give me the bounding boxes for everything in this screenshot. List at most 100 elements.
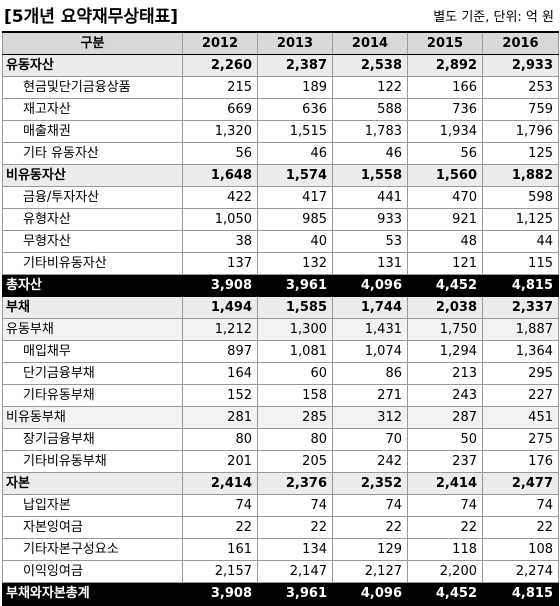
value-cell: 74 bbox=[482, 494, 559, 517]
value-cell: 1,494 bbox=[182, 296, 258, 319]
value-cell: 3,961 bbox=[257, 582, 333, 606]
table-row: 유동자산 2,260 2,387 2,538 2,892 2,933 bbox=[2, 54, 559, 77]
value-cell: 1,585 bbox=[257, 296, 333, 319]
value-cell: 1,783 bbox=[332, 120, 408, 143]
value-cell: 46 bbox=[257, 142, 333, 165]
value-cell: 933 bbox=[332, 208, 408, 231]
value-cell: 1,212 bbox=[182, 318, 258, 341]
table-row: 기타비유동자산 137 132 131 121 115 bbox=[2, 252, 559, 275]
value-cell: 80 bbox=[257, 428, 333, 451]
value-cell: 227 bbox=[482, 384, 559, 407]
value-cell: 1,744 bbox=[332, 296, 408, 319]
value-cell: 451 bbox=[482, 406, 559, 429]
row-label: 무형자산 bbox=[2, 230, 183, 253]
table-row: 기타유동부채 152 158 271 243 227 bbox=[2, 384, 559, 407]
value-cell: 1,558 bbox=[332, 164, 408, 187]
value-cell: 115 bbox=[482, 252, 559, 275]
table-title: [5개년 요약재무상태표] bbox=[4, 7, 179, 27]
value-cell: 2,477 bbox=[482, 472, 559, 495]
value-cell: 1,320 bbox=[182, 120, 258, 143]
value-cell: 22 bbox=[182, 516, 258, 539]
table-row: 기타 유동자산 56 46 46 56 125 bbox=[2, 142, 559, 165]
table-row: 금융/투자자산 422 417 441 470 598 bbox=[2, 186, 559, 209]
row-label: 비유동부채 bbox=[2, 406, 183, 429]
value-cell: 1,050 bbox=[182, 208, 258, 231]
value-cell: 118 bbox=[407, 538, 483, 561]
row-label: 기타비유동자산 bbox=[2, 252, 183, 275]
table-row: 장기금융부채 80 80 70 50 275 bbox=[2, 428, 559, 451]
value-cell: 74 bbox=[182, 494, 258, 517]
value-cell: 598 bbox=[482, 186, 559, 209]
value-cell: 166 bbox=[407, 76, 483, 99]
value-cell: 2,200 bbox=[407, 560, 483, 583]
value-cell: 759 bbox=[482, 98, 559, 121]
value-cell: 121 bbox=[407, 252, 483, 275]
value-cell: 417 bbox=[257, 186, 333, 209]
value-cell: 74 bbox=[332, 494, 408, 517]
value-cell: 1,934 bbox=[407, 120, 483, 143]
value-cell: 2,038 bbox=[407, 296, 483, 319]
table-row: 유형자산 1,050 985 933 921 1,125 bbox=[2, 208, 559, 231]
value-cell: 441 bbox=[332, 186, 408, 209]
row-label: 매출채권 bbox=[2, 120, 183, 143]
value-cell: 1,074 bbox=[332, 340, 408, 363]
row-label: 매입채무 bbox=[2, 340, 183, 363]
value-cell: 636 bbox=[257, 98, 333, 121]
row-label: 기타자본구성요소 bbox=[2, 538, 183, 561]
value-cell: 22 bbox=[407, 516, 483, 539]
value-cell: 271 bbox=[332, 384, 408, 407]
value-cell: 129 bbox=[332, 538, 408, 561]
value-cell: 38 bbox=[182, 230, 258, 253]
value-cell: 588 bbox=[332, 98, 408, 121]
value-cell: 4,452 bbox=[407, 582, 483, 606]
column-header-label: 구분 bbox=[2, 31, 183, 55]
value-cell: 80 bbox=[182, 428, 258, 451]
value-cell: 287 bbox=[407, 406, 483, 429]
value-cell: 22 bbox=[482, 516, 559, 539]
value-cell: 108 bbox=[482, 538, 559, 561]
value-cell: 2,414 bbox=[407, 472, 483, 495]
value-cell: 2,274 bbox=[482, 560, 559, 583]
value-cell: 56 bbox=[407, 142, 483, 165]
value-cell: 205 bbox=[257, 450, 333, 473]
value-cell: 237 bbox=[407, 450, 483, 473]
table-row: 부채와자본총계 3,908 3,961 4,096 4,452 4,815 bbox=[2, 582, 559, 606]
value-cell: 132 bbox=[257, 252, 333, 275]
row-label: 부채와자본총계 bbox=[2, 582, 183, 606]
row-label: 재고자산 bbox=[2, 98, 183, 121]
column-header-2016: 2016 bbox=[482, 31, 559, 55]
value-cell: 44 bbox=[482, 230, 559, 253]
table-row: 재고자산 669 636 588 736 759 bbox=[2, 98, 559, 121]
value-cell: 285 bbox=[257, 406, 333, 429]
value-cell: 2,892 bbox=[407, 54, 483, 77]
table-row: 자본 2,414 2,376 2,352 2,414 2,477 bbox=[2, 472, 559, 495]
value-cell: 131 bbox=[332, 252, 408, 275]
row-label: 납입자본 bbox=[2, 494, 183, 517]
row-label: 기타비유동부채 bbox=[2, 450, 183, 473]
value-cell: 40 bbox=[257, 230, 333, 253]
row-label: 장기금융부채 bbox=[2, 428, 183, 451]
row-label: 총자산 bbox=[2, 274, 183, 297]
value-cell: 22 bbox=[257, 516, 333, 539]
value-cell: 275 bbox=[482, 428, 559, 451]
row-label: 이익잉여금 bbox=[2, 560, 183, 583]
value-cell: 1,515 bbox=[257, 120, 333, 143]
table-row: 매입채무 897 1,081 1,074 1,294 1,364 bbox=[2, 340, 559, 363]
row-label: 비유동자산 bbox=[2, 164, 183, 187]
value-cell: 152 bbox=[182, 384, 258, 407]
value-cell: 56 bbox=[182, 142, 258, 165]
value-cell: 125 bbox=[482, 142, 559, 165]
value-cell: 2,376 bbox=[257, 472, 333, 495]
row-label: 유동부채 bbox=[2, 318, 183, 341]
row-label: 자본잉여금 bbox=[2, 516, 183, 539]
table-row: 단기금융부채 164 60 86 213 295 bbox=[2, 362, 559, 385]
value-cell: 2,147 bbox=[257, 560, 333, 583]
value-cell: 1,364 bbox=[482, 340, 559, 363]
value-cell: 201 bbox=[182, 450, 258, 473]
value-cell: 312 bbox=[332, 406, 408, 429]
value-cell: 60 bbox=[257, 362, 333, 385]
value-cell: 1,300 bbox=[257, 318, 333, 341]
table-row: 총자산 3,908 3,961 4,096 4,452 4,815 bbox=[2, 274, 559, 297]
value-cell: 1,081 bbox=[257, 340, 333, 363]
row-label: 유동자산 bbox=[2, 54, 183, 77]
